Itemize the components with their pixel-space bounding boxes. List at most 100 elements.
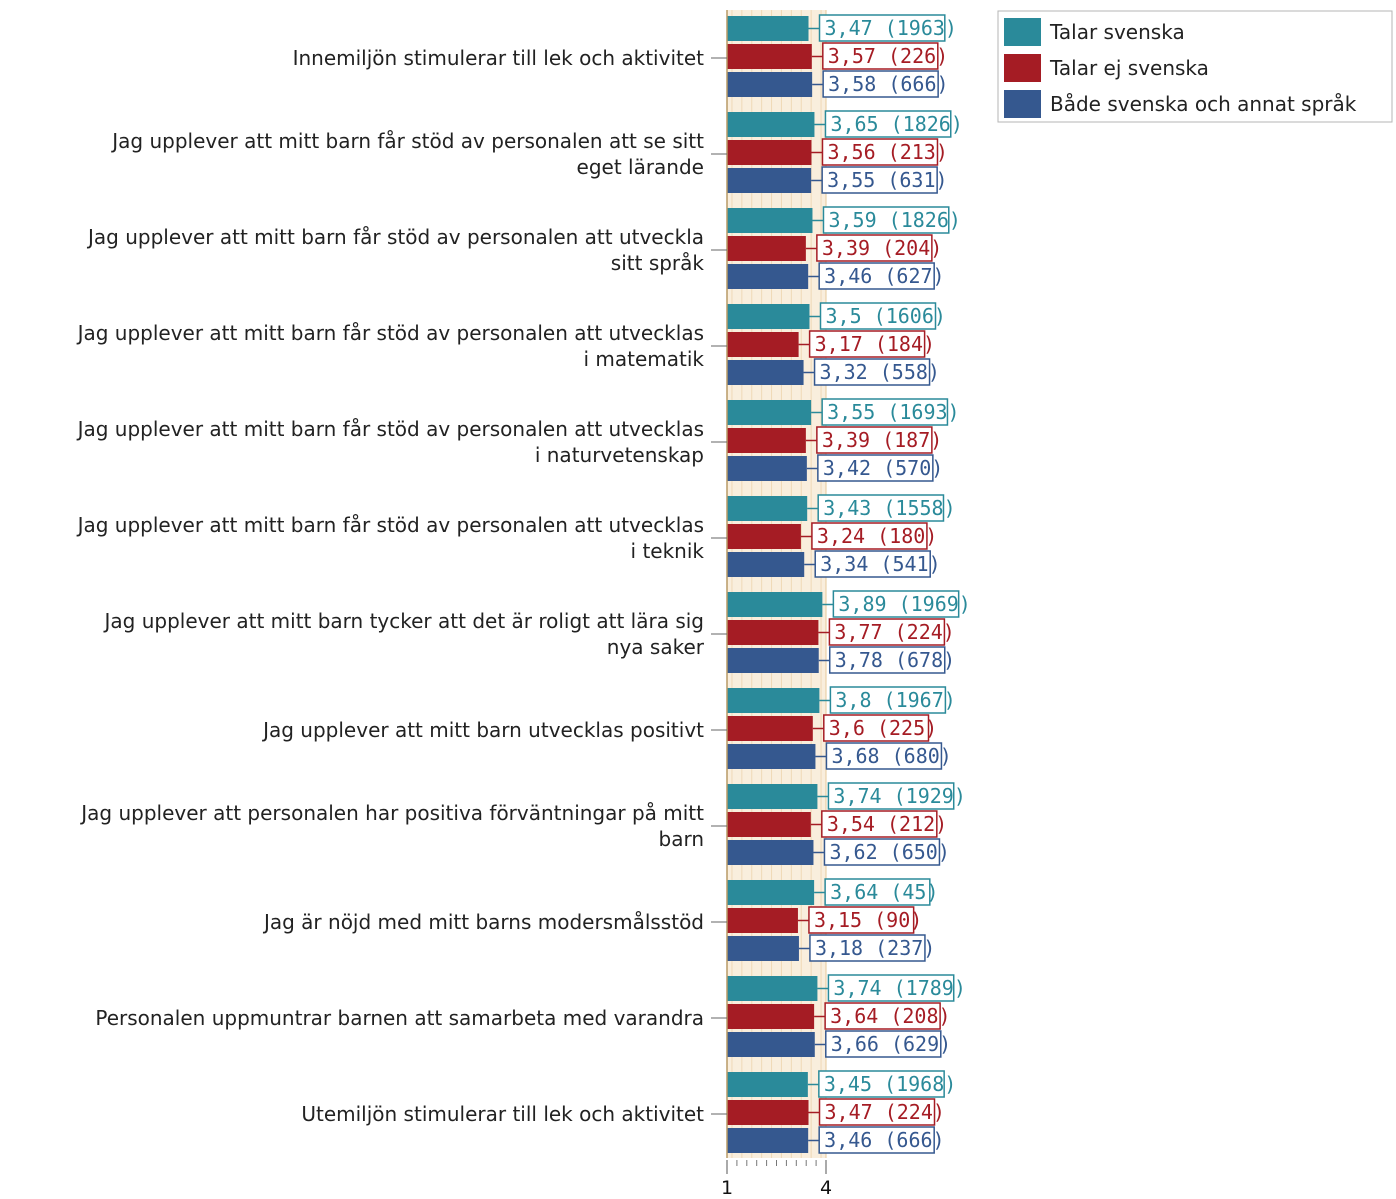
data-label-box [818,262,935,290]
data-label: 3,39 (204) [822,236,942,260]
data-label: 3,45 (1968) [824,1072,956,1096]
data-label: 3,8 (1967) [835,688,955,712]
data-label: 3,54 (212) [827,812,947,836]
bar [727,456,807,481]
category-label: barn [659,827,705,851]
category-label: Jag upplever att mitt barn får stöd av p… [76,321,704,345]
data-label: 3,5 (1606) [826,304,946,328]
data-label: 3,6 (225) [829,716,937,740]
data-label: 3,78 (678) [835,648,955,672]
bar [727,620,819,645]
data-label-box [824,110,952,138]
bar [727,360,804,385]
data-label: 3,56 (213) [827,140,947,164]
data-label: 3,46 (627) [824,264,944,288]
bar [727,716,813,741]
data-label: 3,32 (558) [820,360,940,384]
bar [727,496,808,521]
data-label-box [809,934,926,962]
data-label: 3,66 (629) [831,1032,951,1056]
bar [727,428,806,453]
legend-label: Talar ej svenska [1049,56,1209,80]
bar [727,304,810,329]
data-label: 3,77 (224) [834,620,954,644]
data-label-box [824,878,931,906]
bar [727,72,813,97]
data-label: 3,64 (208) [830,1004,950,1028]
data-label-box [828,618,946,646]
category-label: eget lärande [577,155,704,179]
data-label: 3,62 (650) [829,840,949,864]
data-label-box [822,42,939,70]
data-label: 3,47 (1963) [825,16,957,40]
category-label: Jag upplever att mitt barn tycker att de… [103,609,705,633]
data-label-box [821,810,938,838]
data-label: 3,18 (237) [815,936,935,960]
legend-label: Både svenska och annat språk [1050,92,1357,116]
bar [727,140,812,165]
category-label: i teknik [631,539,705,563]
data-label-box [822,206,950,234]
data-label: 3,34 (541) [820,552,940,576]
data-label: 3,55 (1693) [827,400,959,424]
data-label-box [818,14,946,42]
bar [727,552,805,577]
data-label-box [816,426,933,454]
data-label-box [822,70,939,98]
data-label: 3,59 (1826) [828,208,960,232]
data-label: 3,58 (666) [828,72,948,96]
data-label-box [808,330,926,358]
bar [727,648,819,673]
category-label: Utemiljön stimulerar till lek och aktivi… [301,1102,704,1126]
category-label: Jag upplever att mitt barn får stöd av p… [110,129,704,153]
data-label-box [816,234,933,262]
data-label-box [813,358,931,386]
bar [727,784,818,809]
data-label: 3,46 (666) [824,1128,944,1152]
data-label-box [817,494,945,522]
data-label-box [823,714,930,742]
data-label: 3,47 (224) [825,1100,945,1124]
category-label: Jag upplever att mitt barn utvecklas pos… [261,718,704,742]
data-label: 3,24 (180) [817,524,937,548]
category-label: i naturvetenskap [535,443,704,467]
category-label: i matematik [583,347,704,371]
data-label: 3,42 (570) [823,456,943,480]
data-label: 3,43 (1558) [823,496,955,520]
data-label: 3,15 (90) [814,908,922,932]
bar [727,744,816,769]
data-label-box [825,1030,942,1058]
data-label-box [818,1070,945,1098]
bar [727,264,809,289]
bar [727,112,815,137]
bar [727,592,823,617]
data-label: 3,17 (184) [815,332,935,356]
data-label: 3,68 (680) [831,744,951,768]
bar [727,1072,808,1097]
bar [727,1128,809,1153]
category-label: Jag är nöjd med mitt barns modersmålsstö… [262,910,704,934]
bar [727,1100,809,1125]
data-label-box [818,1126,935,1154]
bar [727,332,799,357]
data-label-box [825,742,943,770]
category-label: nya saker [607,635,705,659]
plot-background [727,10,826,1158]
x-tick-label: 1 [721,1177,733,1199]
legend-box [997,10,1393,123]
category-label: Innemiljön stimulerar till lek och aktiv… [293,46,705,70]
data-label-box [814,550,931,578]
data-label-box [824,1002,941,1030]
data-label: 3,39 (187) [822,428,942,452]
data-label-box [821,166,938,194]
category-label: Jag upplever att mitt barn får stöd av p… [76,513,704,537]
category-label: Personalen uppmuntrar barnen att samarbe… [95,1006,704,1030]
bar [727,16,809,41]
bar [727,1032,815,1057]
data-label: 3,89 (1969) [838,592,970,616]
data-label-box [828,646,946,674]
bar [727,688,820,713]
data-label-box [823,838,941,866]
data-label-box [832,590,960,618]
